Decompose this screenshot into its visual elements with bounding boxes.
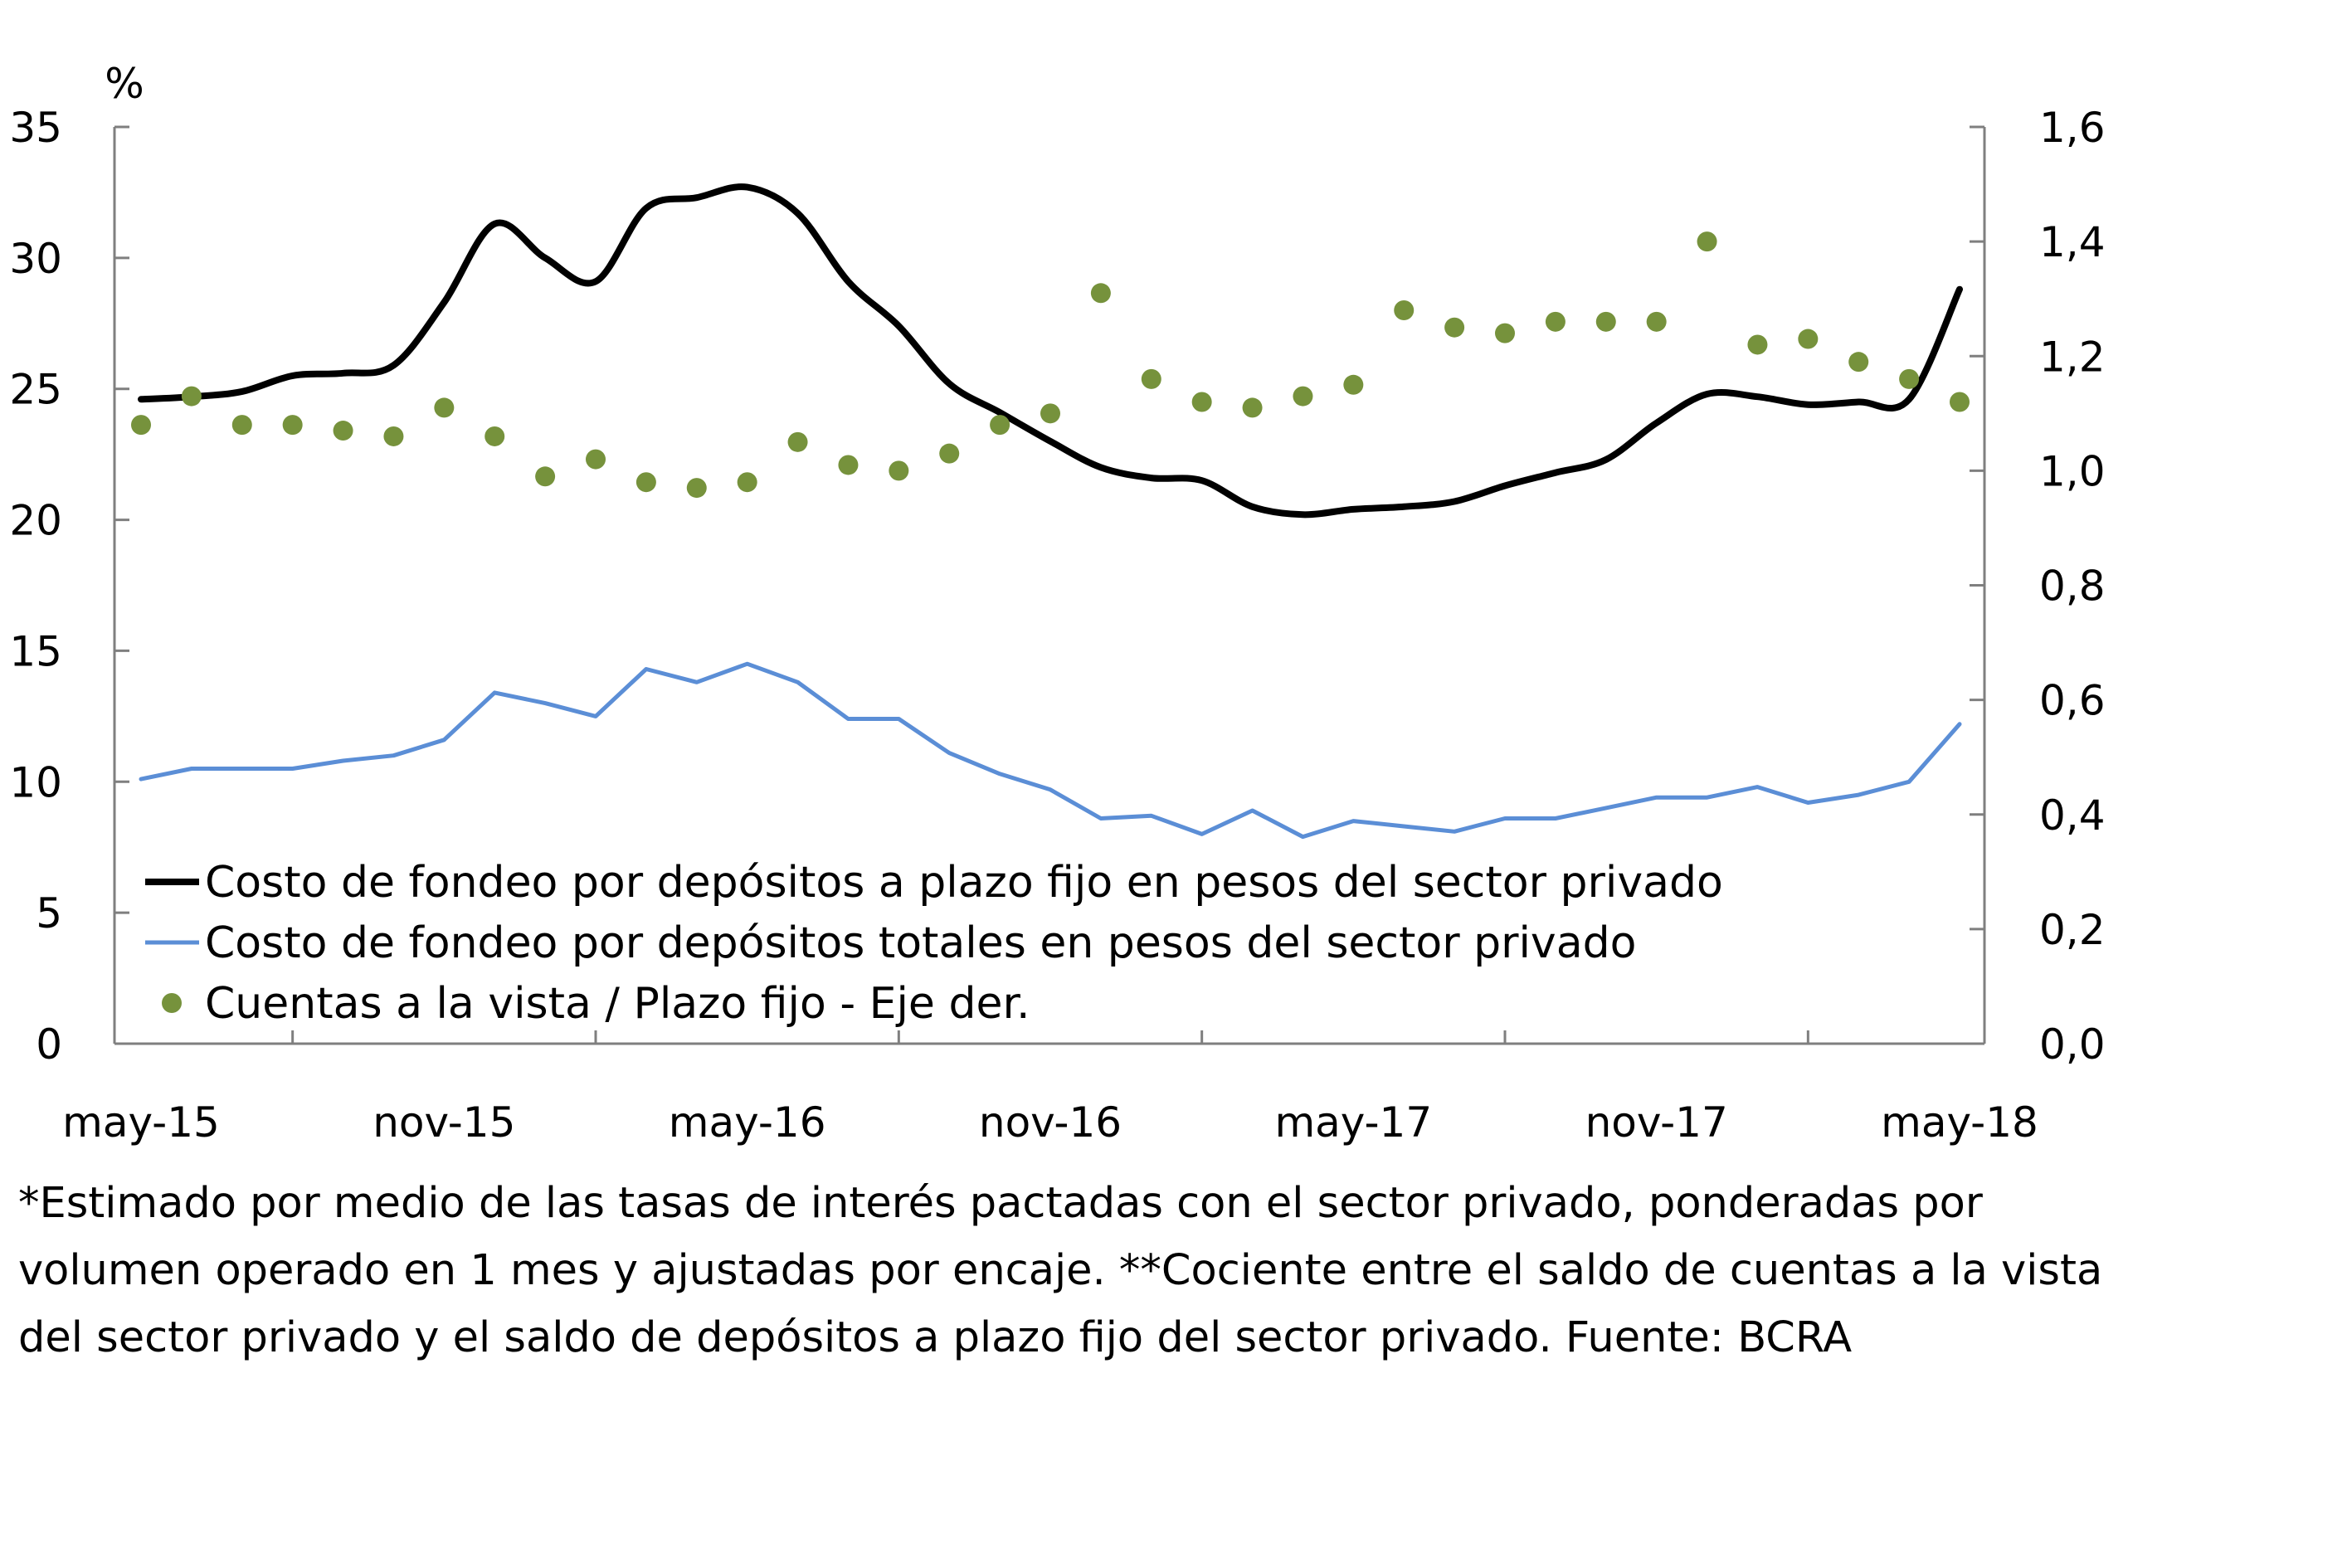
x-tick-label: nov-15 [373,1098,515,1147]
series-dot [939,443,960,464]
right-y-tick-label: 1,0 [2039,447,2106,495]
series-dot [1141,368,1161,389]
series-dot [1343,374,1364,395]
series-dot [1394,300,1415,320]
series-dot [1040,403,1060,424]
series-dot [990,415,1010,436]
x-tick-label: may-16 [669,1098,826,1147]
series-dot [1697,231,1717,252]
series-dot [1444,317,1465,338]
x-tick-label: nov-16 [979,1098,1122,1147]
series-line-2 [139,661,1962,840]
left-y-tick-label: 30 [9,235,62,283]
series-dot [1191,392,1212,412]
series-dot [737,472,757,493]
left-y-tick-label: 25 [9,366,62,414]
right-y-tick-label: 0,0 [2039,1020,2106,1069]
legend-label: Costo de fondeo por depósitos totales en… [205,918,1636,968]
series-dot [383,426,404,446]
x-tick-label: may-18 [1881,1098,2038,1147]
series-dot [131,415,151,436]
right-y-tick-label: 1,6 [2039,104,2106,152]
series-dot [333,421,353,441]
right-y-tick-label: 1,4 [2039,218,2106,266]
left-y-tick-label: 0 [36,1020,62,1069]
series-dot [1242,397,1263,418]
series-dot [838,455,859,475]
series-line-1 [138,183,1963,519]
right-y-axis: 0,0 0,2 0,4 0,6 0,8 1,0 1,2 1,4 1,6 [1970,104,2106,1069]
series-dot [1798,329,1819,349]
footnote: *Estimado por medio de las tasas de inte… [18,1179,2103,1362]
series-dot [1899,368,1920,389]
right-y-tick-label: 0,6 [2039,677,2106,725]
series-dot [1646,311,1667,332]
right-y-tick-label: 0,8 [2039,562,2106,611]
x-tick-label: may-15 [62,1098,220,1147]
series-dot [282,415,303,436]
left-y-tick-label: 10 [9,758,62,806]
series-layer [131,183,1970,840]
left-y-axis: 0 5 10 15 20 25 30 35 [9,104,129,1069]
series-dot [1848,352,1869,373]
series-dot [1495,323,1515,343]
series-dot [1293,386,1313,407]
left-y-tick-label: 35 [9,104,62,152]
legend-label: Costo de fondeo por depósitos a plazo fi… [205,858,1723,908]
left-y-tick-label: 20 [9,497,62,545]
series-dot [434,397,455,418]
legend-swatch-dot [162,993,182,1013]
x-axis: may-15 nov-15 may-16 nov-16 may-17 nov-17 may-… [62,1030,2038,1147]
series-dot [635,472,656,493]
series-dot [485,426,505,446]
series-dot [1950,392,1970,412]
x-tick-label: nov-17 [1585,1098,1728,1147]
right-y-tick-label: 1,2 [2039,333,2106,381]
series-dot [1090,283,1111,304]
legend: Costo de fondeo por depósitos a plazo fi… [145,858,1723,1029]
left-y-tick-label: 15 [9,627,62,675]
series-dot [1595,311,1616,332]
series-dot [231,415,252,436]
left-y-tick-label: 5 [36,889,62,937]
series-dot [889,460,909,481]
x-tick-label: may-17 [1274,1098,1432,1147]
series-dot [535,466,556,487]
legend-label: Cuentas a la vista / Plazo fijo - Eje de… [205,979,1030,1029]
right-y-tick-label: 0,2 [2039,906,2106,954]
left-y-axis-unit: % [105,60,144,108]
series-dot [1545,311,1566,332]
series-dot [586,449,606,470]
right-y-tick-label: 0,4 [2039,791,2106,840]
series-dot [1747,334,1768,355]
series-dot [181,386,202,407]
series-dot [686,478,707,499]
dual-axis-line-chart: 0 5 10 15 20 25 30 35 0,0 0,2 0,4 0,6 0,8 1,0 1,2 1,4 1… [9,60,2106,1147]
series-dot [787,431,808,452]
